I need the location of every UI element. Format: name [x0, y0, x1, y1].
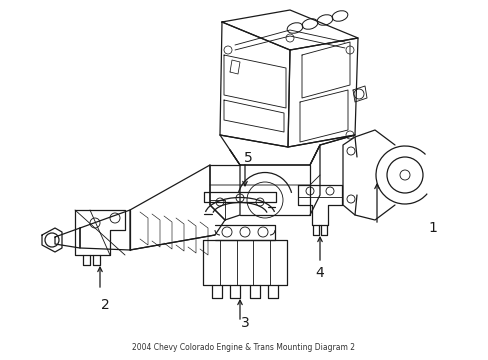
Text: 4: 4 — [315, 266, 324, 280]
Text: 1: 1 — [427, 221, 437, 235]
Text: 5: 5 — [243, 151, 252, 165]
Text: 3: 3 — [240, 316, 249, 330]
Text: 2: 2 — [101, 298, 109, 312]
Text: 2004 Chevy Colorado Engine & Trans Mounting Diagram 2: 2004 Chevy Colorado Engine & Trans Mount… — [132, 343, 355, 352]
